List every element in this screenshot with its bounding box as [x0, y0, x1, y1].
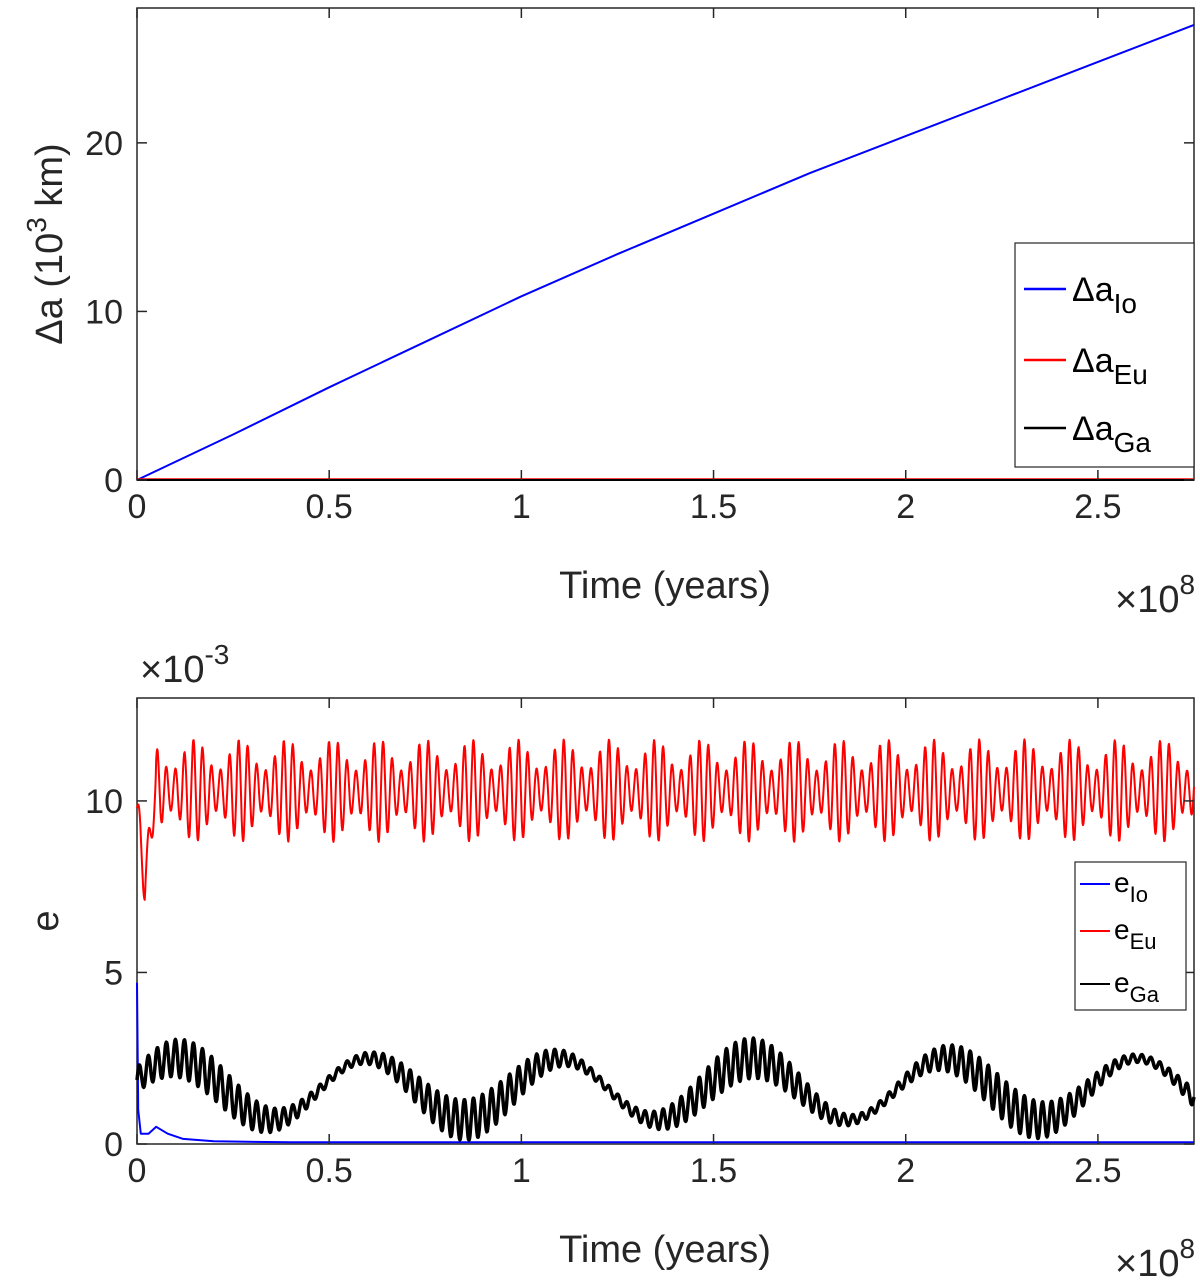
legend-label-eeu: eEu — [1114, 914, 1157, 954]
top-x-exponent: ×108 — [1115, 569, 1195, 621]
bottom-series-eu — [136, 738, 1195, 901]
bottom-x-tick-label: 2.5 — [1074, 1152, 1121, 1190]
top-chart: 0 0.5 1 1.5 2 2.5 0 10 20 Time (years) ×108 Δa (… — [21, 7, 1195, 621]
top-y-tick-label: 20 — [85, 125, 123, 163]
top-y-axis-label: Δa (103 km) — [21, 143, 71, 344]
legend-label-eio: eIo — [1114, 867, 1148, 907]
bottom-x-axis-label: Time (years) — [559, 1229, 771, 1271]
top-x-tick-label: 0 — [128, 488, 147, 526]
bottom-legend: eIo eEu eGa — [1074, 861, 1187, 1011]
top-x-tick-label: 0.5 — [306, 488, 353, 526]
bottom-x-tick-label: 2 — [896, 1152, 915, 1190]
bottom-x-tick-label: 0 — [128, 1152, 147, 1190]
legend-label-daga: ΔaGa — [1072, 410, 1151, 458]
bottom-chart: 0 0.5 1 1.5 2 2.5 0 5 10 Time (years) ×108 ×10-3… — [25, 639, 1196, 1285]
bottom-legend-box — [1074, 861, 1187, 1011]
bottom-series-ga — [135, 1036, 1196, 1142]
bottom-x-tick-label: 0.5 — [306, 1152, 353, 1190]
top-legend: ΔaIo ΔaEu ΔaGa — [1014, 242, 1195, 468]
legend-label-dalo: ΔaIo — [1072, 271, 1137, 319]
bottom-y-exponent: ×10-3 — [140, 639, 229, 691]
bottom-x-tick-label: 1.5 — [690, 1152, 737, 1190]
top-x-tick-label: 2.5 — [1074, 488, 1121, 526]
top-series-io — [136, 23, 1195, 481]
bottom-y-tick-label: 5 — [104, 954, 123, 992]
bottom-series-io — [136, 982, 1194, 1144]
top-x-tick-label: 1 — [512, 488, 531, 526]
legend-label-daeu: ΔaEu — [1072, 342, 1148, 390]
bottom-y-axis-label: e — [25, 910, 67, 931]
top-y-tick-label: 10 — [85, 293, 123, 331]
top-y-tick-label: 0 — [104, 462, 123, 500]
top-x-axis-label: Time (years) — [559, 565, 771, 607]
legend-label-ega: eGa — [1114, 967, 1160, 1007]
bottom-y-tick-label: 0 — [104, 1126, 123, 1164]
top-x-tick-label: 1.5 — [690, 488, 737, 526]
bottom-y-tick-label: 10 — [85, 783, 123, 821]
top-legend-box — [1014, 242, 1195, 468]
top-x-tick-label: 2 — [896, 488, 915, 526]
bottom-x-exponent: ×108 — [1115, 1233, 1195, 1285]
bottom-x-tick-label: 1 — [512, 1152, 531, 1190]
